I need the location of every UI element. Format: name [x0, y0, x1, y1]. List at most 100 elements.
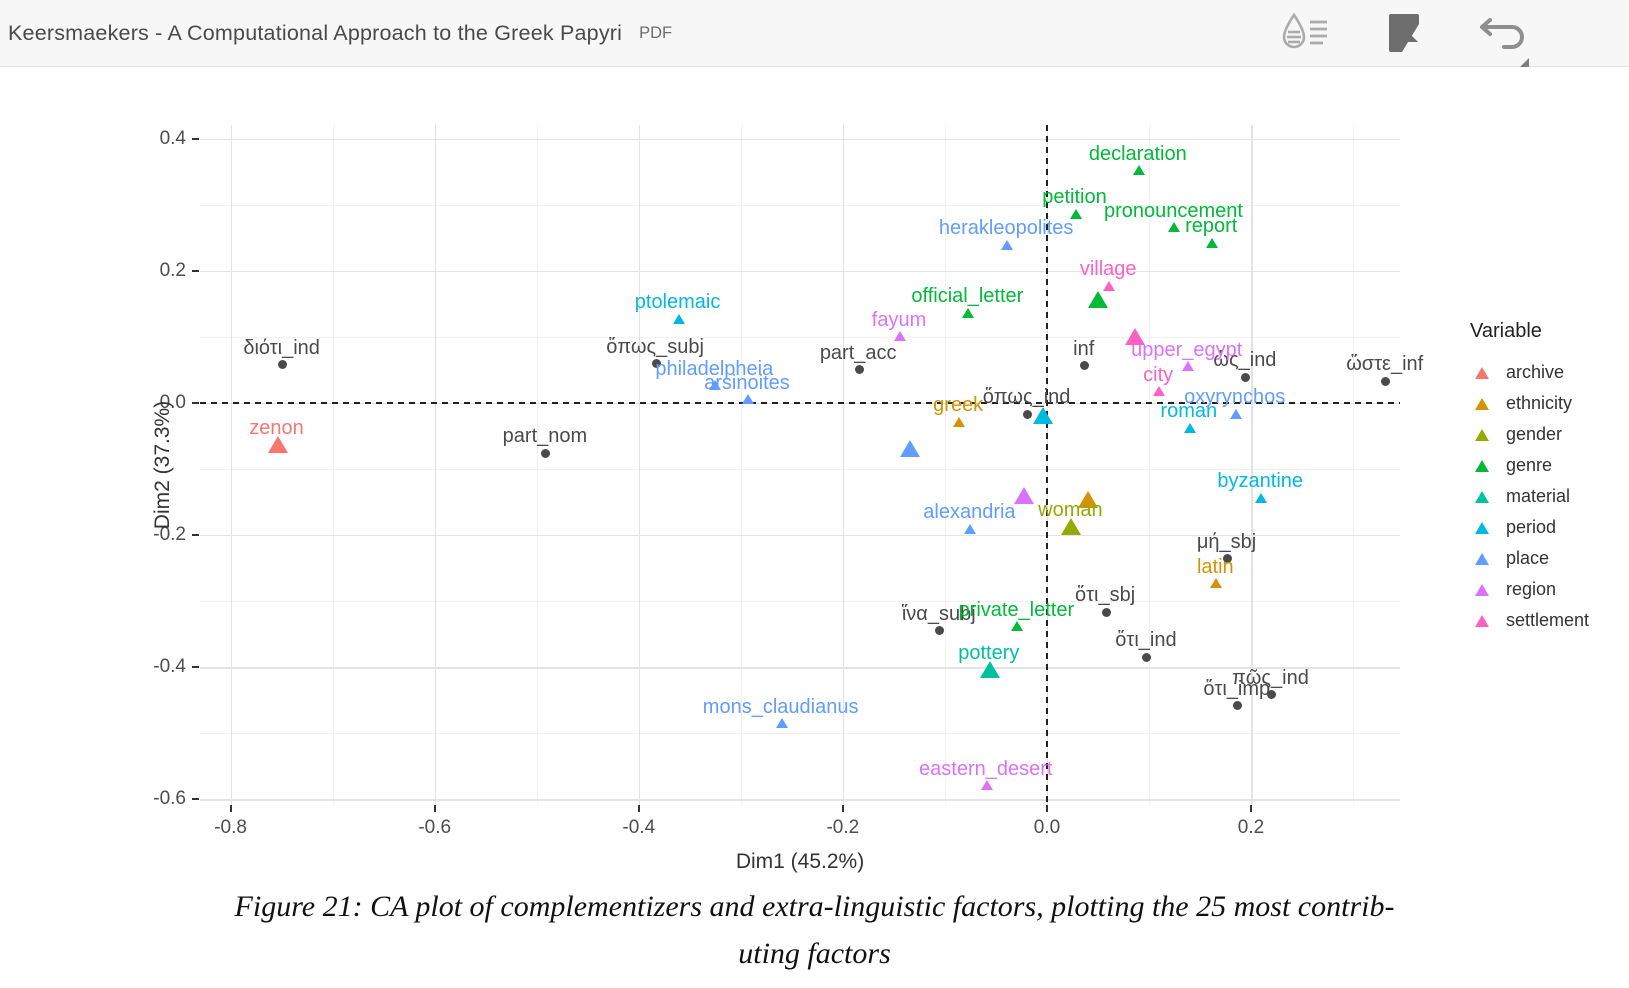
x-tick-label: -0.2 [826, 817, 860, 838]
point-label: herakleopolites [938, 217, 1074, 240]
x-tick-mark [1250, 805, 1253, 812]
data-point-triangle [267, 435, 288, 453]
legend-item-label: material [1506, 486, 1571, 506]
y-tick-label: 0.2 [159, 259, 186, 281]
data-point-triangle [1255, 492, 1268, 503]
point-label: ὅτι_ind [1115, 629, 1177, 652]
x-axis-title: Dim1 (45.2%) [735, 850, 865, 873]
data-point-triangle [1206, 237, 1219, 248]
legend-item-label: gender [1506, 424, 1563, 444]
legend-item-label: genre [1506, 455, 1553, 475]
point-label: mons_claudianus [702, 695, 859, 718]
y-minor-gridline [200, 336, 1400, 338]
zero-line-vertical [1045, 125, 1048, 805]
point-label: ὅτι_sbj [1075, 584, 1136, 607]
x-tick-mark [229, 805, 232, 812]
legend-triangle-marker [1475, 583, 1489, 596]
undo-button[interactable] [1476, 6, 1532, 60]
point-label: ἵνα_subj [901, 602, 976, 625]
legend-triangle-marker [1475, 521, 1489, 534]
data-point-triangle [1061, 517, 1082, 535]
y-tick-mark [192, 137, 199, 140]
ink-drop-lines-icon [1282, 12, 1327, 49]
legend-triangle-marker [1475, 366, 1489, 379]
data-point-triangle [980, 780, 993, 791]
data-point-triangle [1183, 422, 1196, 433]
data-point-triangle [709, 380, 722, 391]
data-point-circle [1142, 652, 1152, 662]
x-major-gridline [842, 125, 845, 805]
x-minor-gridline [740, 125, 742, 805]
x-minor-gridline [1148, 125, 1150, 805]
page-layout-button[interactable] [1376, 6, 1432, 60]
y-tick-mark [192, 401, 199, 404]
figure-caption: Figure 21: CA plot of complementizers an… [0, 883, 1629, 977]
undo-arrow-icon [1480, 18, 1524, 49]
data-point-circle [1266, 690, 1276, 700]
x-minor-gridline [944, 125, 946, 805]
toolbar: Keersmaekers - A Computational Approach … [0, 0, 1629, 74]
y-tick-label: 0.4 [159, 127, 186, 149]
y-minor-gridline [200, 204, 1400, 206]
point-label: eastern_desert [919, 757, 1053, 780]
point-label: philadelpheia [655, 357, 774, 380]
zero-line-horizontal [200, 401, 1400, 404]
data-point-circle [1223, 554, 1233, 564]
x-major-gridline [434, 125, 437, 805]
y-minor-gridline [200, 601, 1400, 602]
data-point-circle [935, 626, 945, 636]
data-point-circle [651, 359, 661, 369]
data-point-triangle [1087, 290, 1108, 308]
legend-item-label: region [1506, 579, 1557, 599]
x-tick-label: 0.0 [1033, 817, 1061, 838]
legend-title: Variable [1470, 320, 1542, 342]
data-point-triangle [1077, 491, 1098, 509]
caption-line-1: Figure 21: CA plot of complementizers an… [234, 890, 1395, 923]
data-point-triangle [1103, 280, 1116, 291]
legend-item: settlement [1470, 605, 1589, 636]
document-title: Keersmaekers - A Computational Approach … [8, 20, 623, 45]
point-label: ὅπως_ind [982, 386, 1071, 409]
data-point-triangle [1124, 327, 1145, 345]
y-major-gridline [200, 799, 1400, 801]
legend-item: ethnicity [1470, 388, 1589, 419]
data-point-triangle [964, 523, 977, 534]
point-label: official_letter [911, 285, 1024, 308]
point-label: report [1185, 215, 1238, 238]
data-point-triangle [979, 660, 1000, 678]
point-label: alexandria [923, 501, 1016, 524]
point-label: city [1143, 363, 1174, 386]
point-label: διότι_ind [243, 336, 320, 359]
ink-drop-lines-button[interactable] [1279, 6, 1335, 60]
y-tick-mark [192, 798, 199, 801]
point-label: arsinoites [704, 371, 790, 394]
data-point-triangle [1069, 208, 1082, 219]
data-point-circle [1233, 701, 1243, 711]
point-label: byzantine [1217, 470, 1304, 492]
x-tick-label: -0.8 [214, 817, 247, 838]
y-tick-label: -0.2 [153, 523, 186, 545]
y-tick-label: -0.6 [153, 788, 186, 810]
point-label: ptolemaic [634, 291, 721, 314]
point-label: village [1079, 258, 1137, 281]
point-label: latin [1196, 555, 1234, 578]
data-point-triangle [1210, 578, 1223, 589]
y-tick-label: 0.0 [159, 391, 186, 413]
legend-item-label: period [1506, 517, 1557, 537]
y-tick-mark [192, 666, 199, 669]
data-point-triangle [672, 313, 685, 324]
ca-plot: -0.8 -0.6 -0.4 -0.2 0.0 0.2 0.4 0.2 0.0 -0.2 -0.4 -… [0, 67, 1629, 877]
point-label: private_letter [958, 598, 1075, 621]
data-point-triangle [741, 394, 754, 405]
x-tick-mark [841, 805, 844, 812]
x-tick-mark [433, 805, 436, 812]
y-axis-title: Dim2 (37.3%) [151, 400, 174, 530]
legend-triangle-marker [1475, 397, 1489, 410]
y-tick-mark [192, 269, 199, 272]
legend-item: archive [1470, 357, 1589, 388]
y-tick-label: -0.4 [153, 656, 186, 678]
legend-item: region [1470, 574, 1589, 605]
point-label: inf [1073, 337, 1095, 360]
legend-item: material [1470, 481, 1589, 512]
legend-item-label: archive [1506, 362, 1565, 382]
